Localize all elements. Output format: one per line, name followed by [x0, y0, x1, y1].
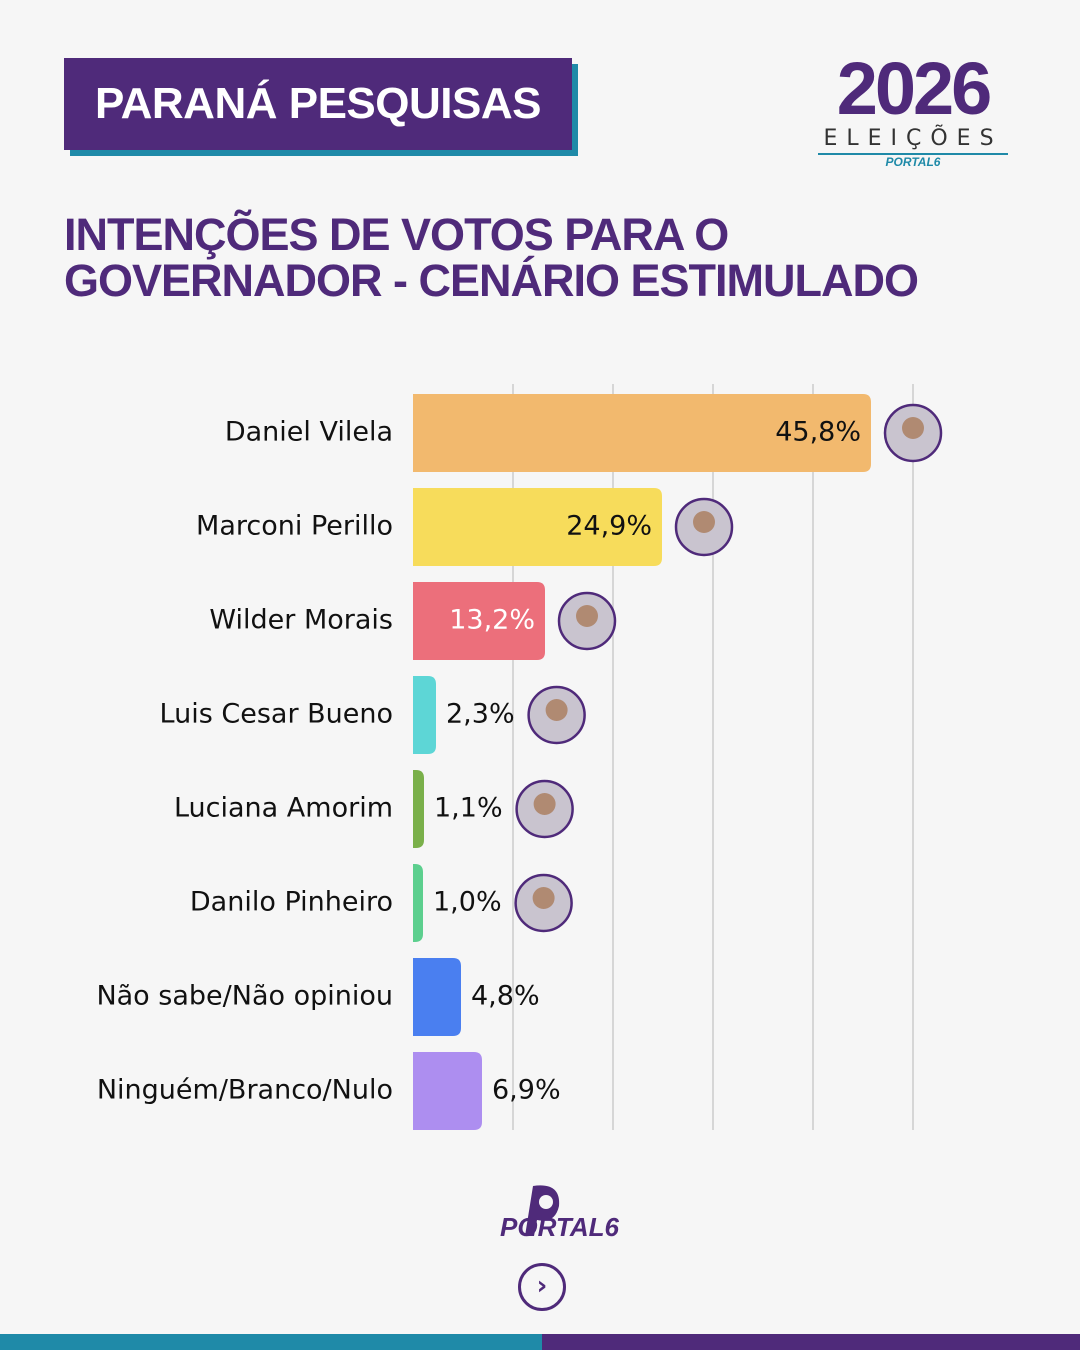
stripe	[542, 1334, 1080, 1350]
category-label: Danilo Pinheiro	[190, 887, 393, 918]
value-label: 1,0%	[433, 887, 502, 918]
category-label: Marconi Perillo	[196, 511, 393, 542]
next-button[interactable]: ›	[518, 1263, 566, 1311]
stripe	[0, 1334, 542, 1350]
category-label: Ninguém/Branco/Nulo	[97, 1075, 393, 1106]
category-label: Luciana Amorim	[174, 793, 393, 824]
value-label: 13,2%	[449, 605, 535, 636]
logo-brand: PORTAL6	[885, 155, 941, 169]
avatar-head	[902, 417, 924, 439]
avatar-head	[532, 887, 555, 909]
bar	[413, 958, 461, 1036]
value-label: 2,3%	[446, 699, 515, 730]
avatar-head	[576, 605, 598, 627]
bar	[413, 1052, 482, 1130]
bar	[413, 676, 436, 754]
logo-subtitle: ELEIÇÕES	[818, 126, 1008, 155]
avatar-head	[545, 699, 568, 721]
avatar-head	[533, 793, 556, 815]
value-label: 24,9%	[566, 511, 652, 542]
avatar-head	[693, 511, 715, 533]
value-label: 4,8%	[471, 981, 540, 1012]
category-label: Wilder Morais	[209, 605, 393, 636]
value-label: 1,1%	[434, 793, 503, 824]
badge: PARANÁ PESQUISAS	[64, 58, 572, 150]
bar	[413, 864, 423, 942]
category-label: Daniel Vilela	[225, 417, 393, 448]
bar	[413, 582, 545, 660]
bar	[413, 394, 871, 472]
footer-brand: PORTAL6	[500, 1212, 619, 1242]
bar	[413, 770, 424, 848]
category-label: Não sabe/Não opiniou	[96, 981, 393, 1012]
footer-logo: PORTAL6	[470, 1180, 619, 1243]
logo: 2026 ELEIÇÕES PORTAL6	[818, 52, 1008, 169]
value-label: 6,9%	[492, 1075, 561, 1106]
bar	[413, 488, 662, 566]
logo-year: 2026	[836, 47, 993, 130]
category-label: Luis Cesar Bueno	[160, 699, 393, 730]
footer-icon	[525, 1185, 560, 1236]
value-label: 45,8%	[775, 417, 861, 448]
chart-title: INTENÇÕES DE VOTOS PARA O GOVERNADOR - C…	[64, 209, 919, 306]
